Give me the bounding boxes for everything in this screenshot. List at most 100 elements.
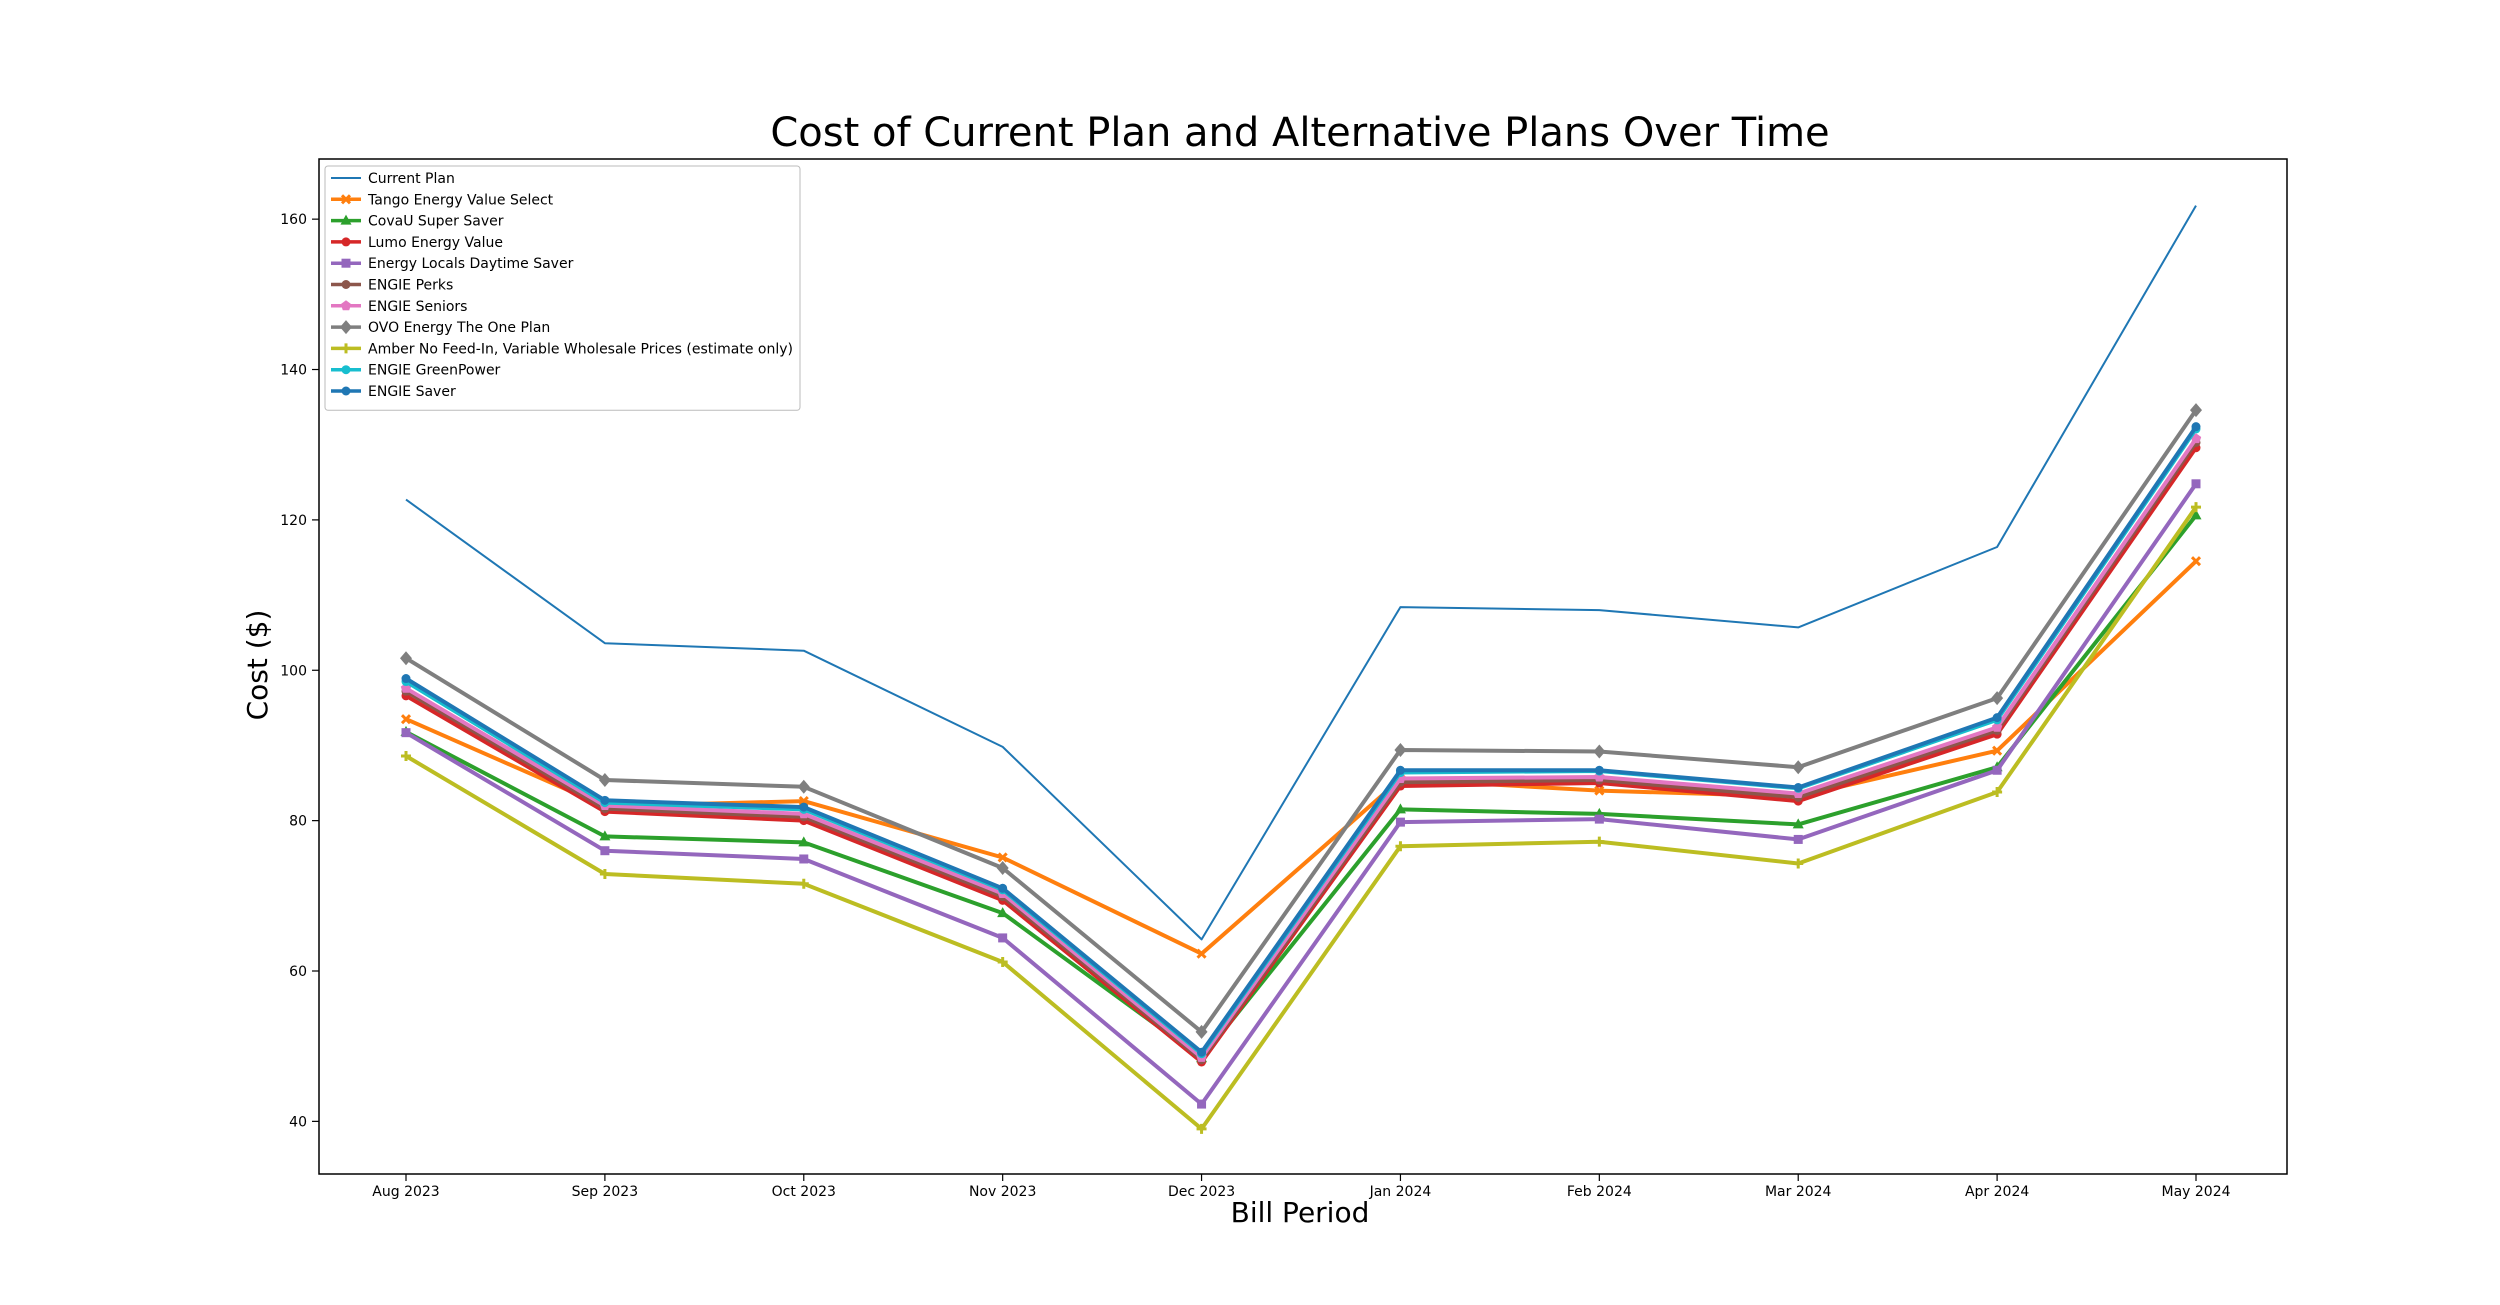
chart-title: Cost of Current Plan and Alternative Pla…	[770, 110, 1829, 156]
legend-item-label: Amber No Feed-In, Variable Wholesale Pri…	[368, 341, 793, 357]
data-point	[2191, 479, 2201, 489]
data-point	[599, 869, 610, 880]
series-line	[404, 408, 2198, 1034]
x-tick-label: Sep 2023	[572, 1184, 638, 1200]
data-point	[1793, 783, 1803, 793]
series-line	[404, 437, 2198, 1060]
data-point	[1992, 745, 2003, 756]
y-tick-label: 120	[280, 513, 307, 529]
y-tick-label: 100	[280, 663, 307, 679]
x-axis-label: Bill Period	[1231, 1196, 1370, 1229]
y-tick-label: 60	[289, 964, 307, 980]
data-point	[600, 846, 610, 856]
y-tick-label: 40	[289, 1114, 307, 1130]
y-tick-label: 80	[289, 814, 307, 830]
data-point	[1991, 721, 2003, 732]
legend: Current Plan Tango Energy Value Select Cov…	[324, 165, 801, 411]
series-line	[404, 505, 2198, 1131]
data-point	[2190, 403, 2202, 418]
data-point	[340, 320, 352, 335]
legend-item-label: ENGIE GreenPower	[368, 363, 501, 379]
data-point	[997, 907, 1009, 918]
data-point	[798, 878, 809, 889]
series-line	[404, 425, 2198, 1055]
data-point	[1992, 713, 2002, 723]
data-point	[2191, 502, 2201, 513]
data-point	[1992, 765, 2002, 775]
data-point	[1793, 858, 1804, 869]
data-point	[341, 386, 351, 396]
x-tick-label: Apr 2024	[1965, 1184, 2029, 1200]
x-tick-label: May 2024	[2161, 1184, 2230, 1200]
x-tick-label: Aug 2023	[372, 1184, 439, 1200]
data-point	[1991, 691, 2004, 706]
data-point	[599, 830, 611, 841]
data-point	[341, 365, 351, 375]
data-point	[997, 852, 1008, 863]
data-point	[1395, 765, 1405, 775]
data-point	[2190, 509, 2202, 520]
data-point	[799, 802, 809, 812]
legend-item-label: ENGIE Seniors	[368, 299, 467, 315]
data-point	[799, 854, 809, 864]
y-axis-label: Cost ($)	[241, 610, 274, 721]
data-point	[996, 860, 1009, 875]
data-point	[1197, 1047, 1207, 1057]
data-point	[1594, 814, 1604, 824]
series-line	[405, 514, 2198, 1061]
data-point	[798, 836, 810, 847]
x-tick-label: Feb 2024	[1567, 1184, 1632, 1200]
data-point	[1195, 1024, 1208, 1039]
data-point	[401, 674, 411, 684]
data-point	[1594, 785, 1605, 796]
data-point	[341, 343, 351, 354]
legend-item-label: Lumo Energy Value	[368, 235, 503, 251]
data-point	[1793, 834, 1803, 844]
data-point	[600, 795, 610, 805]
data-point	[998, 933, 1008, 943]
legend-item-label: Energy Locals Daytime Saver	[368, 256, 574, 272]
legend-item-label: OVO Energy The One Plan	[368, 320, 550, 336]
data-point	[401, 728, 411, 738]
data-point	[340, 194, 352, 205]
data-point	[1594, 765, 1604, 775]
data-point	[997, 956, 1008, 967]
data-point	[1792, 818, 1804, 829]
data-point	[797, 779, 810, 794]
data-point	[341, 237, 351, 247]
data-point	[1394, 742, 1407, 757]
data-point	[1395, 817, 1405, 827]
x-tick-label: Jan 2024	[1369, 1184, 1432, 1200]
data-point	[1593, 744, 1606, 759]
data-point	[340, 214, 352, 225]
data-point	[1992, 787, 2003, 798]
legend-item-label: Tango Energy Value Select	[367, 192, 554, 208]
legend-item-label: ENGIE Saver	[368, 384, 456, 400]
data-point	[1594, 836, 1605, 847]
data-point	[340, 300, 352, 311]
y-tick-label: 160	[280, 212, 307, 228]
x-tick-label: Mar 2024	[1765, 1184, 1832, 1200]
data-point	[1394, 803, 1406, 814]
data-point	[1792, 760, 1805, 775]
legend-item-label: CovaU Super Saver	[368, 214, 504, 230]
plot-area: Aug 2023 Sep 2023 Oct 2023 Nov 2023 Dec 2023…	[280, 158, 2288, 1200]
data-point	[1196, 1123, 1207, 1134]
data-point	[2190, 556, 2202, 567]
series-line	[404, 482, 2198, 1107]
x-tick-label: Nov 2023	[969, 1184, 1036, 1200]
data-point	[1197, 1099, 1207, 1109]
x-tick-label: Dec 2023	[1168, 1184, 1235, 1200]
data-point	[598, 773, 611, 788]
legend-item-label: Current Plan	[368, 171, 455, 187]
data-point	[401, 750, 411, 761]
y-tick-label: 140	[280, 363, 307, 379]
data-point	[341, 280, 351, 289]
x-tick-label: Oct 2023	[772, 1184, 836, 1200]
data-point	[998, 883, 1008, 893]
legend-item-label: ENGIE Perks	[368, 278, 453, 294]
data-point	[400, 714, 412, 725]
series-line	[405, 205, 2197, 941]
